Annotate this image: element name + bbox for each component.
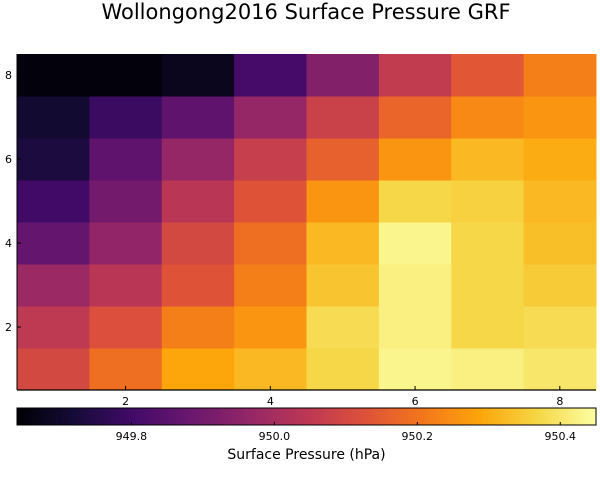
heatmap-cell bbox=[306, 138, 380, 181]
heatmap-cell bbox=[451, 96, 525, 139]
x-tick-label: 4 bbox=[267, 395, 274, 408]
heatmap-cell bbox=[161, 96, 235, 139]
heatmap-cell bbox=[89, 348, 163, 391]
heatmap-cell bbox=[451, 306, 525, 349]
heatmap-cell bbox=[378, 264, 452, 307]
heatmap-cell bbox=[161, 222, 235, 265]
heatmap-cell bbox=[523, 180, 597, 223]
y-tick-label: 6 bbox=[5, 153, 12, 166]
heatmap-cell bbox=[234, 306, 307, 349]
heatmap-cell bbox=[378, 96, 452, 139]
heatmap-cell bbox=[17, 348, 90, 391]
y-tick-label: 2 bbox=[5, 321, 12, 334]
heatmap-cell bbox=[89, 264, 163, 307]
heatmap-cell bbox=[89, 138, 163, 181]
heatmap-cell bbox=[451, 348, 525, 391]
heatmap-cell bbox=[234, 54, 307, 97]
heatmap-cell bbox=[306, 306, 380, 349]
heatmap-cell bbox=[17, 264, 90, 307]
heatmap-cells bbox=[17, 54, 597, 391]
heatmap-cell bbox=[161, 138, 235, 181]
x-tick-label: 6 bbox=[412, 395, 419, 408]
heatmap-cell bbox=[234, 222, 307, 265]
heatmap-cell bbox=[17, 96, 90, 139]
heatmap-cell bbox=[306, 54, 380, 97]
heatmap-cell bbox=[161, 264, 235, 307]
heatmap-cell bbox=[234, 348, 307, 391]
colorbar-tick-label: 949.8 bbox=[116, 430, 148, 443]
heatmap-cell bbox=[378, 138, 452, 181]
heatmap-cell bbox=[306, 348, 380, 391]
heatmap-cell bbox=[161, 180, 235, 223]
heatmap-cell bbox=[306, 222, 380, 265]
heatmap-cell bbox=[378, 180, 452, 223]
x-tick-label: 8 bbox=[556, 395, 563, 408]
colorbar-tick-label: 950.4 bbox=[545, 430, 577, 443]
heatmap-cell bbox=[89, 54, 163, 97]
heatmap-cell bbox=[378, 348, 452, 391]
heatmap-cell bbox=[17, 138, 90, 181]
heatmap-cell bbox=[523, 54, 597, 97]
colorbar-tick-label: 950.0 bbox=[259, 430, 291, 443]
heatmap-cell bbox=[17, 222, 90, 265]
heatmap-cell bbox=[523, 222, 597, 265]
heatmap-cell bbox=[89, 306, 163, 349]
heatmap-cell bbox=[451, 54, 525, 97]
heatmap-cell bbox=[306, 180, 380, 223]
heatmap-cell bbox=[306, 96, 380, 139]
heatmap-cell bbox=[451, 138, 525, 181]
heatmap-cell bbox=[451, 222, 525, 265]
heatmap-cell bbox=[378, 54, 452, 97]
heatmap-cell bbox=[161, 306, 235, 349]
heatmap-cell bbox=[89, 180, 163, 223]
heatmap-cell bbox=[17, 306, 90, 349]
colorbar-tick-label: 950.2 bbox=[402, 430, 434, 443]
x-tick-label: 2 bbox=[122, 395, 129, 408]
heatmap-cell bbox=[234, 264, 307, 307]
heatmap-cell bbox=[378, 222, 452, 265]
heatmap-cell bbox=[451, 264, 525, 307]
heatmap-cell bbox=[234, 138, 307, 181]
heatmap-cell bbox=[523, 96, 597, 139]
heatmap-cell bbox=[523, 306, 597, 349]
y-tick-label: 8 bbox=[5, 69, 12, 82]
heatmap-cell bbox=[234, 180, 307, 223]
heatmap-cell bbox=[89, 96, 163, 139]
colorbar-gradient bbox=[16, 407, 597, 426]
heatmap-cell bbox=[523, 264, 597, 307]
colorbar-label: Surface Pressure (hPa) bbox=[227, 447, 385, 463]
colorbar: 949.8 950.0 950.2 950.4 Surface Pressure (hP… bbox=[16, 407, 597, 463]
heatmap-cell bbox=[523, 348, 597, 391]
heatmap-cell bbox=[306, 264, 380, 307]
heatmap-cell bbox=[161, 348, 235, 391]
heatmap-cell bbox=[89, 222, 163, 265]
heatmap-cell bbox=[17, 180, 90, 223]
heatmap-cell bbox=[523, 138, 597, 181]
heatmap-cell bbox=[378, 306, 452, 349]
y-tick-label: 4 bbox=[5, 237, 12, 250]
heatmap-cell bbox=[17, 54, 90, 97]
heatmap-cell bbox=[161, 54, 235, 97]
heatmap-cell bbox=[234, 96, 307, 139]
heatmap-axes: 2 4 6 8 2 4 6 8 bbox=[5, 54, 596, 408]
heatmap-cell bbox=[451, 180, 525, 223]
chart-title: Wollongong2016 Surface Pressure GRF bbox=[101, 0, 511, 24]
